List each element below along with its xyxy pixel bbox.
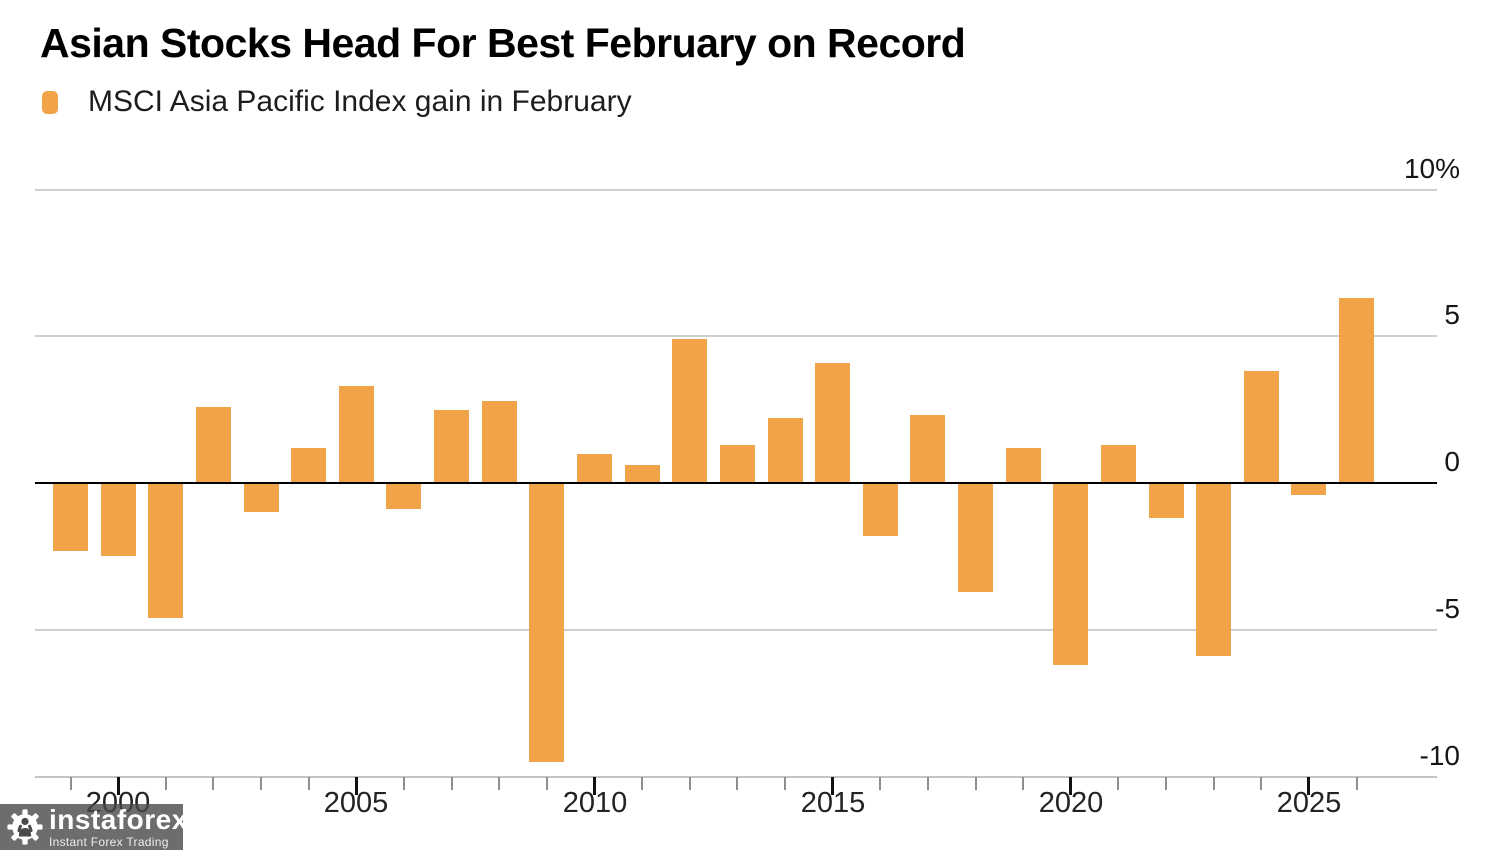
bar-2005 bbox=[339, 386, 374, 483]
gridline--5 bbox=[35, 629, 1437, 631]
bar-2008 bbox=[482, 401, 517, 483]
legend: MSCI Asia Pacific Index gain in February bbox=[42, 85, 632, 118]
zero-line bbox=[35, 482, 1437, 484]
bar-2012 bbox=[672, 339, 707, 483]
axis-tick-2024 bbox=[1260, 777, 1262, 790]
bar-2024 bbox=[1244, 371, 1279, 483]
axis-tick-2002 bbox=[212, 777, 214, 790]
bar-2011 bbox=[625, 465, 660, 483]
y-tick-label--10: -10 bbox=[1419, 740, 1460, 771]
bar-2002 bbox=[196, 407, 231, 483]
bar-2014 bbox=[768, 418, 803, 483]
bar-2000 bbox=[101, 483, 136, 556]
axis-tick-2007 bbox=[451, 777, 453, 790]
bar-2026 bbox=[1339, 298, 1374, 483]
bar-2025 bbox=[1291, 483, 1326, 495]
bar-1999 bbox=[53, 483, 88, 551]
bar-2001 bbox=[148, 483, 183, 618]
axis-tick-1999 bbox=[70, 777, 72, 790]
bar-2022 bbox=[1149, 483, 1184, 518]
axis-tick-2010 bbox=[593, 777, 596, 795]
axis-tick-2013 bbox=[736, 777, 738, 790]
gridline-5 bbox=[35, 335, 1437, 337]
axis-tick-2004 bbox=[308, 777, 310, 790]
legend-label: MSCI Asia Pacific Index gain in February bbox=[88, 85, 632, 118]
axis-tick-2006 bbox=[403, 777, 405, 790]
axis-tick-2018 bbox=[975, 777, 977, 790]
bar-2016 bbox=[863, 483, 898, 536]
bar-2021 bbox=[1101, 445, 1136, 483]
bar-2019 bbox=[1006, 448, 1041, 483]
watermark-tagline: Instant Forex Trading bbox=[49, 835, 169, 849]
axis-tick-2023 bbox=[1213, 777, 1215, 790]
axis-tick-2025 bbox=[1307, 777, 1310, 795]
bar-2004 bbox=[291, 448, 326, 483]
y-tick-label-0: 0 bbox=[1444, 446, 1460, 477]
y-tick-label-10: 10% bbox=[1403, 153, 1460, 184]
legend-swatch-icon bbox=[42, 90, 58, 114]
axis-tick-2000 bbox=[117, 777, 120, 795]
chart-title: Asian Stocks Head For Best February on R… bbox=[40, 20, 966, 66]
y-tick-label-5: 5 bbox=[1444, 299, 1460, 330]
bar-2017 bbox=[910, 415, 945, 483]
bar-2015 bbox=[815, 363, 850, 483]
axis-tick-2008 bbox=[498, 777, 500, 790]
bar-2010 bbox=[577, 454, 612, 483]
bar-2009 bbox=[529, 483, 564, 762]
axis-tick-2019 bbox=[1022, 777, 1024, 790]
instaforex-gear-icon bbox=[7, 809, 43, 845]
bar-2020 bbox=[1053, 483, 1088, 665]
axis-tick-2012 bbox=[689, 777, 691, 790]
bar-2006 bbox=[386, 483, 421, 509]
axis-tick-2001 bbox=[165, 777, 167, 790]
bar-2018 bbox=[958, 483, 993, 592]
axis-tick-2017 bbox=[927, 777, 929, 790]
axis-tick-2003 bbox=[260, 777, 262, 790]
axis-tick-2016 bbox=[879, 777, 881, 790]
bar-2013 bbox=[720, 445, 755, 483]
axis-tick-2015 bbox=[831, 777, 834, 795]
bar-2003 bbox=[244, 483, 279, 512]
axis-tick-2009 bbox=[546, 777, 548, 790]
axis-tick-2011 bbox=[641, 777, 643, 790]
axis-tick-2026 bbox=[1356, 777, 1358, 790]
bar-2007 bbox=[434, 410, 469, 483]
y-tick-label--5: -5 bbox=[1435, 593, 1460, 624]
bar-2023 bbox=[1196, 483, 1231, 656]
watermark: instaforex Instant Forex Trading bbox=[0, 804, 187, 850]
axis-tick-2021 bbox=[1117, 777, 1119, 790]
gridline-10 bbox=[35, 189, 1437, 191]
watermark-brand: instaforex bbox=[49, 804, 188, 835]
axis-tick-2020 bbox=[1069, 777, 1072, 795]
axis-tick-2005 bbox=[355, 777, 358, 795]
axis-tick-2014 bbox=[784, 777, 786, 790]
axis-tick-2022 bbox=[1165, 777, 1167, 790]
